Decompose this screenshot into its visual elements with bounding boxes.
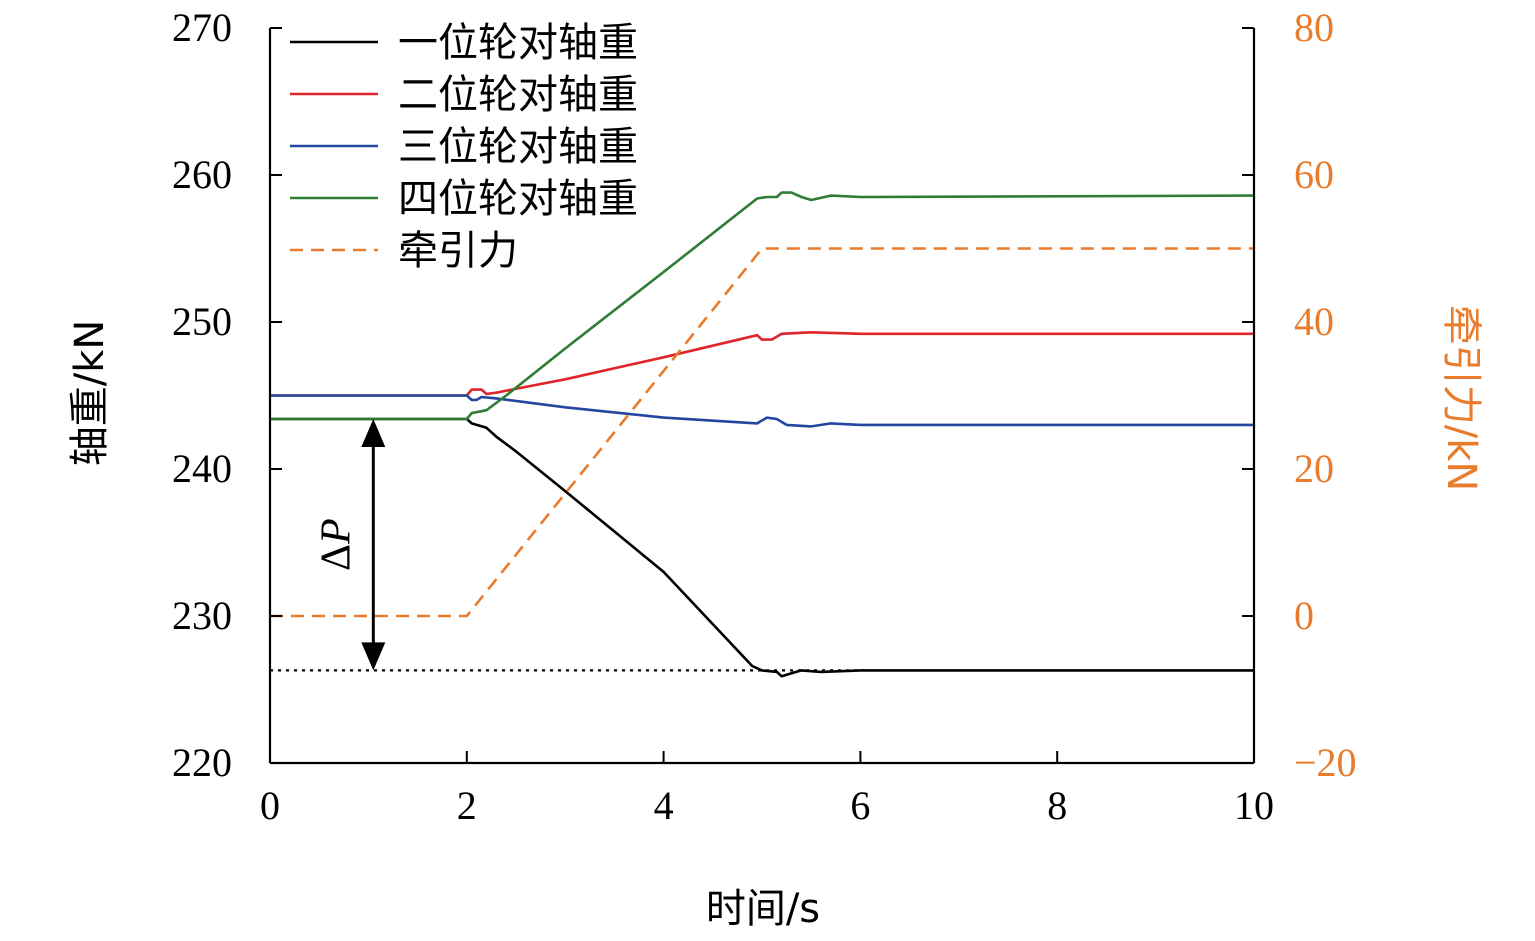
series-line: [270, 191, 1255, 421]
x-tick-label: 2: [457, 783, 477, 828]
y-tick-label: 240: [172, 446, 232, 491]
axes-layer: 0 2 4 6 8 10 220 230 240 250 260 270 −20 0 20 40 60 80: [172, 5, 1357, 828]
legend-label: 四位轮对轴重: [398, 176, 638, 222]
y-tick-label: 270: [172, 5, 232, 50]
legend-label: 二位轮对轴重: [398, 72, 638, 118]
delta-arrow-head-top: [361, 419, 386, 448]
y2-tick-label: −20: [1294, 740, 1357, 785]
x-axis-title: 时间/s: [706, 886, 820, 932]
annotation-layer: ΔP: [270, 419, 1254, 672]
y2-tick-label: 0: [1294, 593, 1314, 638]
legend-label: 牵引力: [398, 228, 518, 274]
y2-tick-label: 40: [1294, 299, 1334, 344]
y2-tick-label: 20: [1294, 446, 1334, 491]
series-line: [270, 417, 1254, 678]
y-tick-label: 260: [172, 152, 232, 197]
x-tick-label: 8: [1047, 783, 1067, 828]
y2-axis-title: 牵引力/kN: [1438, 305, 1484, 492]
x-tick-label: 10: [1234, 783, 1274, 828]
y2-tick-label: 60: [1294, 152, 1334, 197]
legend-label: 三位轮对轴重: [398, 124, 638, 170]
series-line: [270, 247, 1254, 618]
x-tick-label: 6: [850, 783, 870, 828]
series-line: [270, 394, 1254, 428]
series-line: [270, 330, 1254, 397]
legend-label: 一位轮对轴重: [398, 20, 638, 66]
x-tick-label: 0: [260, 783, 280, 828]
y-tick-label: 250: [172, 299, 232, 344]
y-axis-title: 轴重/kN: [67, 320, 113, 467]
x-tick-label: 4: [654, 783, 674, 828]
y-tick-label: 230: [172, 593, 232, 638]
delta-p-label: ΔP: [313, 518, 359, 571]
y-tick-label: 220: [172, 740, 232, 785]
y2-tick-label: 80: [1294, 5, 1334, 50]
delta-arrow-head-bottom: [361, 642, 386, 671]
